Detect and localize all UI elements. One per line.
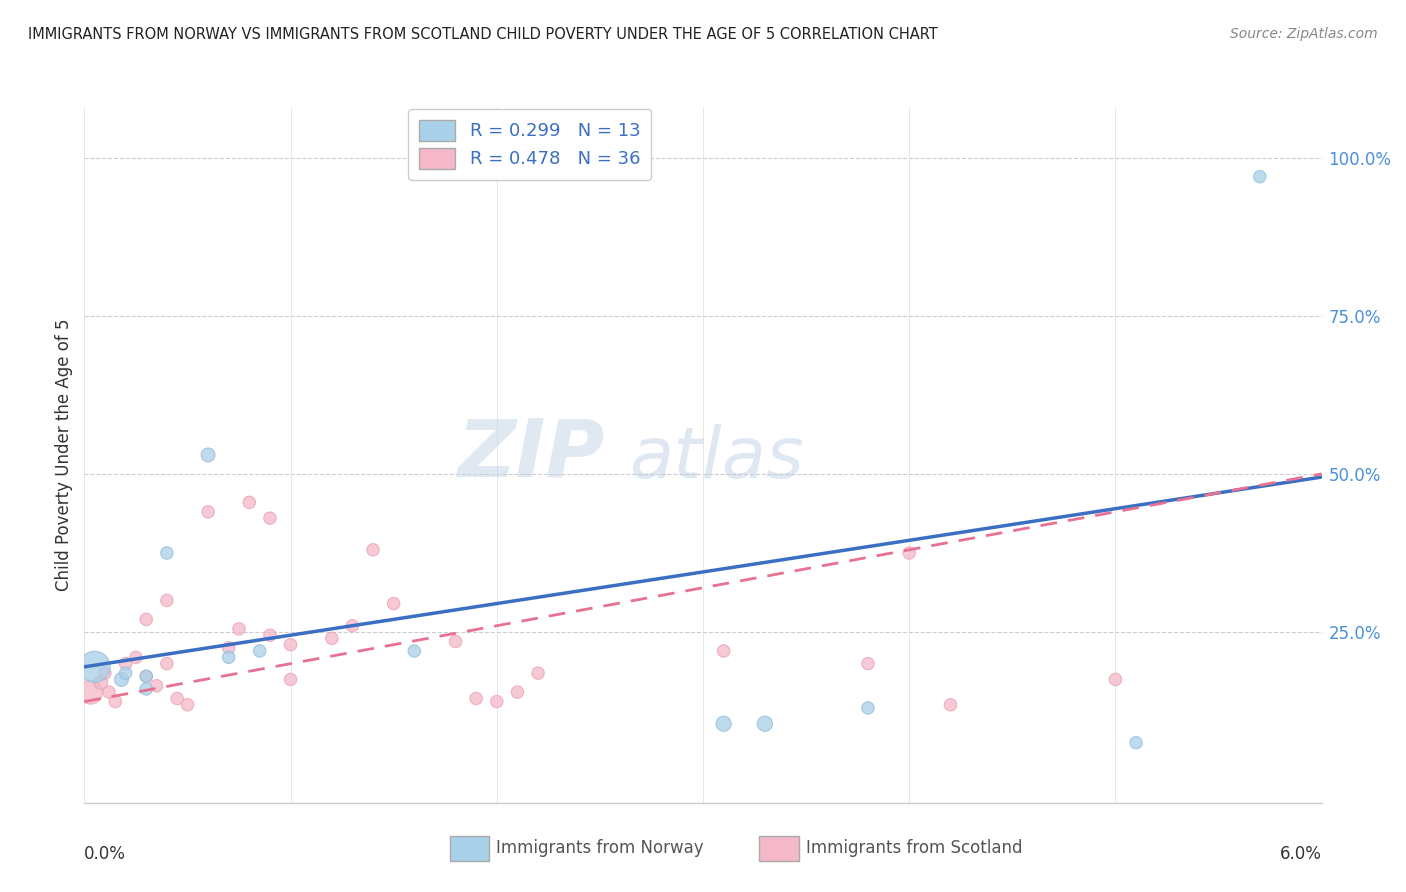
Point (1249, 169, 1271, 184)
Y-axis label: Child Poverty Under the Age of 5: Child Poverty Under the Age of 5 (55, 318, 73, 591)
Point (197, 448, 219, 462)
Point (104, 695, 127, 709)
Point (156, 657, 179, 671)
Text: Source: ZipAtlas.com: Source: ZipAtlas.com (1230, 27, 1378, 41)
Point (280, 638, 302, 652)
Point (114, 666, 136, 681)
Text: 0.0%: 0.0% (84, 845, 127, 863)
Legend: R = 0.299   N = 13, R = 0.478   N = 36: R = 0.299 N = 13, R = 0.478 N = 36 (408, 109, 651, 179)
Point (382, 597, 405, 611)
Point (156, 546, 179, 560)
Point (1125, 736, 1147, 750)
Point (110, 673, 132, 687)
Point (856, 657, 879, 671)
Text: 6.0%: 6.0% (1279, 845, 1322, 863)
Point (754, 716, 776, 731)
Point (218, 640, 240, 655)
Point (527, 666, 550, 681)
Point (898, 546, 921, 560)
Point (404, 644, 426, 658)
Point (1104, 673, 1126, 687)
Point (713, 716, 735, 731)
Point (94, 666, 117, 681)
Text: Immigrants from Norway: Immigrants from Norway (496, 839, 704, 857)
Point (135, 669, 157, 683)
Point (856, 701, 879, 715)
Point (713, 644, 735, 658)
Point (98, 685, 121, 699)
Point (249, 644, 271, 658)
Point (135, 612, 157, 626)
Point (485, 695, 508, 709)
Text: atlas: atlas (628, 424, 803, 493)
Point (135, 681, 157, 696)
Point (218, 650, 240, 665)
Point (259, 628, 281, 642)
Point (197, 505, 219, 519)
Point (79, 685, 101, 699)
Point (280, 673, 302, 687)
Point (228, 622, 250, 636)
Point (90, 675, 112, 690)
Point (361, 542, 384, 557)
Point (506, 685, 529, 699)
Text: ZIP: ZIP (457, 416, 605, 494)
Point (465, 691, 488, 706)
Point (166, 691, 188, 706)
Point (444, 634, 467, 648)
Text: Immigrants from Scotland: Immigrants from Scotland (806, 839, 1022, 857)
Point (145, 679, 167, 693)
Point (176, 698, 198, 712)
Point (125, 650, 148, 665)
Point (321, 632, 343, 646)
Point (156, 593, 179, 607)
Point (83, 660, 105, 674)
Text: IMMIGRANTS FROM NORWAY VS IMMIGRANTS FROM SCOTLAND CHILD POVERTY UNDER THE AGE O: IMMIGRANTS FROM NORWAY VS IMMIGRANTS FRO… (28, 27, 938, 42)
Point (238, 495, 260, 509)
Point (939, 698, 962, 712)
Point (135, 669, 157, 683)
Point (259, 511, 281, 525)
Point (342, 618, 364, 632)
Point (114, 657, 136, 671)
